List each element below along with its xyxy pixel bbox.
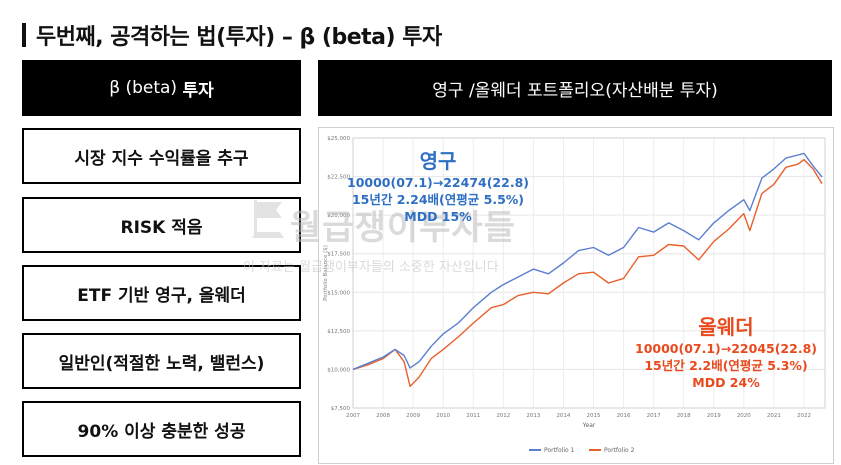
point-box-4: 일반인(적절한 노력, 밸런스) — [22, 333, 301, 389]
y-tick-label: $7,500 — [331, 406, 351, 412]
allweather-portfolio-annotation: 올웨더 10000(07.1)→22045(22.8) 15년간 2.2배(연평… — [626, 314, 826, 391]
x-tick-label: 2011 — [466, 413, 480, 419]
y-axis-label: Portfolio Balance ($) — [323, 245, 329, 301]
x-tick-label: 2007 — [346, 413, 360, 419]
allweather-growth: 10000(07.1)→22045(22.8) — [635, 341, 817, 356]
y-tick-label: $22,500 — [327, 175, 350, 181]
point-box-1: 시장 지수 수익률을 추구 — [22, 128, 301, 184]
x-tick-label: 2021 — [767, 413, 781, 419]
series-line-portfolio-1 — [352, 152, 823, 371]
portfolio-chart: $7,500 $10,000 $12,500 $15,000 $17,500 $20,00… — [318, 127, 834, 464]
page-title: 두번째, 공격하는 법(투자) – β (beta) 투자 — [22, 20, 442, 50]
x-tick-label: 2014 — [556, 413, 570, 419]
legend-entry: Portfolio 1 — [544, 447, 575, 454]
permanent-return: 15년간 2.24배(연평균 5.5%) — [351, 192, 525, 207]
x-axis-label: Year — [582, 422, 596, 429]
x-tick-label: 2012 — [496, 413, 510, 419]
x-tick-label: 2019 — [707, 413, 721, 419]
permanent-mdd: MDD 15% — [404, 209, 472, 224]
y-tick-label: $20,000 — [327, 213, 350, 219]
y-tick-label: $25,000 — [327, 136, 350, 142]
allweather-mdd: MDD 24% — [692, 375, 760, 390]
page-title-text: 두번째, 공격하는 법(투자) – β (beta) 투자 — [36, 25, 442, 50]
plot-area — [352, 137, 826, 409]
x-tick-label: 2009 — [406, 413, 420, 419]
point-box-5: 90% 이상 충분한 성공 — [22, 401, 301, 457]
permanent-portfolio-annotation: 영구 10000(07.1)→22474(22.8) 15년간 2.24배(연평… — [338, 148, 538, 225]
portfolio-chart-svg: $7,500 $10,000 $12,500 $15,000 $17,500 $20,00… — [323, 136, 826, 454]
permanent-name: 영구 — [419, 149, 457, 173]
title-accent-bar — [22, 23, 26, 47]
flag-logo-icon — [252, 200, 284, 238]
point-box-3: ETF 기반 영구, 올웨더 — [22, 265, 301, 321]
x-tick-label: 2010 — [436, 413, 450, 419]
allweather-name: 올웨더 — [698, 315, 754, 339]
x-tick-label: 2018 — [677, 413, 691, 419]
x-tick-label: 2016 — [617, 413, 631, 419]
x-tick-label: 2008 — [376, 413, 390, 419]
y-tick-label: $12,500 — [327, 329, 350, 335]
x-tick-label: 2022 — [797, 413, 811, 419]
x-tick-label: 2013 — [526, 413, 540, 419]
beta-header-bold: 투자 — [182, 80, 214, 101]
y-tick-label: $17,500 — [327, 252, 350, 258]
y-tick-label: $15,000 — [327, 290, 350, 296]
x-tick-label: 2017 — [647, 413, 661, 419]
beta-investing-header: β (beta) 투자 — [22, 60, 301, 116]
beta-header-prefix: β (beta) — [109, 78, 178, 98]
legend-entry: Portfolio 2 — [604, 447, 635, 454]
portfolio-header: 영구 /올웨더 포트폴리오(자산배분 투자) — [318, 60, 832, 116]
x-tick-label: 2015 — [587, 413, 601, 419]
series-line-portfolio-2 — [352, 158, 823, 388]
permanent-growth: 10000(07.1)→22474(22.8) — [347, 175, 529, 190]
allweather-return: 15년간 2.2배(연평균 5.3%) — [644, 358, 808, 373]
y-tick-label: $10,000 — [327, 367, 350, 373]
x-tick-label: 2020 — [737, 413, 751, 419]
